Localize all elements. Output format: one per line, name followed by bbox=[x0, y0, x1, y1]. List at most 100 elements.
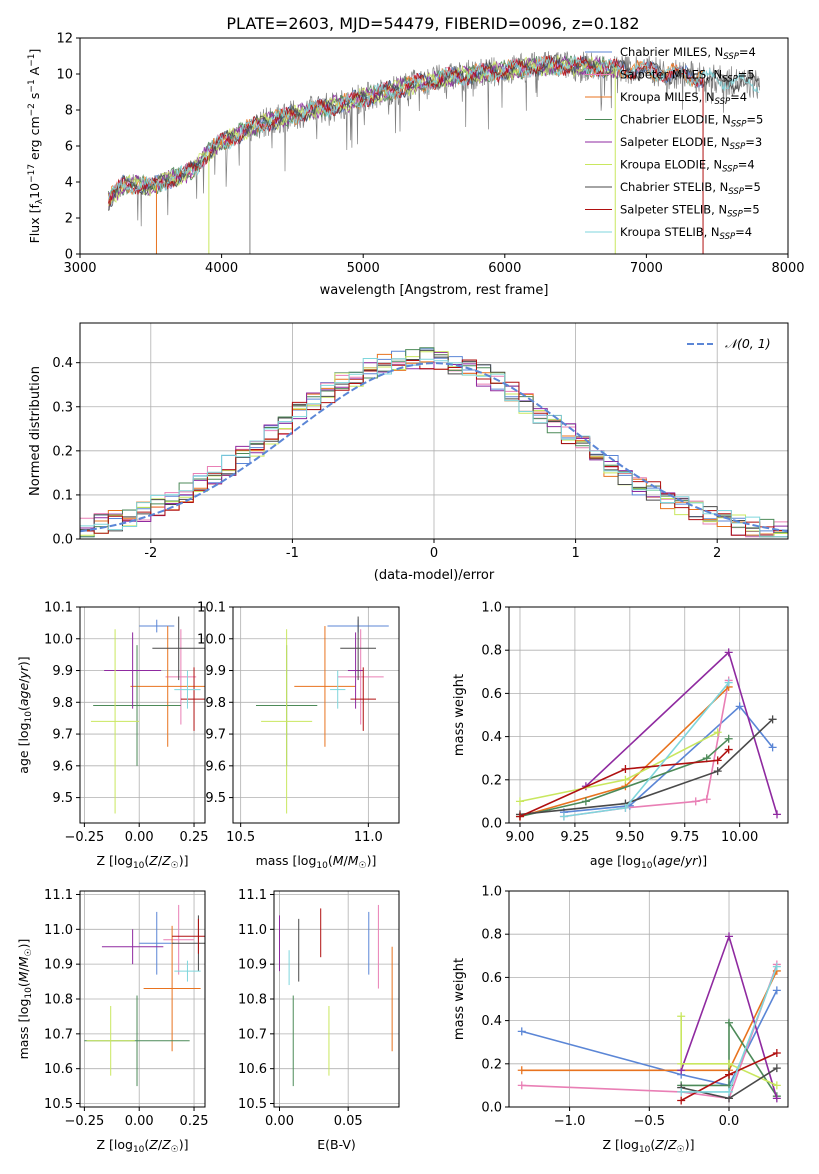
y-tick-label: 0.4 bbox=[52, 356, 73, 371]
legend-entry-label: Kroupa ELODIE, NSSP=4 bbox=[620, 158, 755, 175]
axis-frame bbox=[232, 606, 400, 824]
y-tick-label: 10.0 bbox=[44, 632, 73, 647]
x-tick-label: 9.25 bbox=[560, 830, 589, 845]
spectrum-legend: Chabrier MILES, NSSP=4 Salpeter MILES, NS… bbox=[585, 45, 763, 242]
axes-massweight-vs-z: −1.0 −0.5 0.0 0.0 0.2 0.4 0.6 0.8 1.0 Z [log10(Z/… bbox=[452, 885, 789, 1155]
grid-lines bbox=[233, 606, 399, 823]
y-tick-label: 9.9 bbox=[205, 664, 226, 679]
axes-age-vs-mass: 10.5 11.0 9.5 9.6 9.7 9.8 9.9 10.0 10.1 mass [log… bbox=[197, 601, 400, 871]
y-tick-label: 10.1 bbox=[197, 601, 226, 616]
grid-lines bbox=[509, 890, 788, 1108]
plot-area bbox=[255, 616, 389, 814]
series-point-marker bbox=[772, 1081, 781, 1090]
errorbar-kroupa-elodie bbox=[86, 1005, 135, 1076]
y-axis-label: mass [log10(M/M☉)] bbox=[16, 939, 34, 1060]
model-spectrum-salpeter-stelib bbox=[107, 55, 704, 206]
observed-spectrum-line bbox=[107, 51, 761, 227]
series-point-marker bbox=[713, 728, 722, 737]
series-line bbox=[681, 1020, 778, 1097]
y-tick-label: 10.8 bbox=[238, 993, 267, 1008]
series-point-marker bbox=[517, 1066, 526, 1075]
legend-entry-label: Salpeter STELIB, NSSP=5 bbox=[620, 203, 760, 220]
plot-area bbox=[90, 616, 205, 814]
series-point-marker bbox=[773, 810, 782, 819]
x-tick-label: 0.25 bbox=[180, 830, 209, 845]
y-tick-label: 10.9 bbox=[44, 958, 73, 973]
x-tick-label: 11.0 bbox=[354, 830, 383, 845]
series-point-marker bbox=[713, 756, 722, 765]
x-axis-label: mass [log10(M/M☉)] bbox=[256, 853, 377, 871]
errorbar-salpeter-miles bbox=[337, 629, 384, 725]
figure-title: PLATE=2603, MJD=54479, FIBERID=0096, z=0… bbox=[226, 14, 639, 33]
y-tick-label: 11.0 bbox=[238, 923, 267, 938]
y-tick-label: 0.8 bbox=[481, 644, 502, 659]
series-point-marker bbox=[677, 1096, 686, 1105]
legend-entry-label: Kroupa MILES, NSSP=4 bbox=[620, 90, 747, 107]
x-axis-label: wavelength [Angstrom, rest frame] bbox=[320, 283, 549, 298]
series-point-marker bbox=[621, 803, 630, 812]
x-tick-label: -1 bbox=[286, 546, 299, 561]
y-tick-label: 11.0 bbox=[44, 923, 73, 938]
series-point-marker bbox=[772, 1094, 781, 1103]
y-tick-label: 10.0 bbox=[197, 632, 226, 647]
ticks: 3000 4000 5000 6000 7000 8000 0 2 4 6 8 10 12 bbox=[56, 32, 804, 277]
ticks: −0.25 0.00 0.25 9.5 9.6 9.7 9.8 9.9 10.0 10.1 bbox=[44, 601, 208, 846]
series-line bbox=[563, 705, 774, 813]
x-tick-label: 10.5 bbox=[226, 830, 255, 845]
y-tick-label: 12 bbox=[56, 32, 73, 47]
y-axis-label: mass weight bbox=[452, 674, 467, 756]
axes-residuals: -2 -1 0 1 2 0.0 0.1 0.2 0.3 0.4 (data-model)/error… bbox=[28, 322, 789, 583]
errorbar-kroupa-elodie bbox=[90, 629, 140, 814]
x-tick-label: −0.25 bbox=[64, 830, 104, 845]
x-tick-label: 9.75 bbox=[670, 830, 699, 845]
y-axis-label: Normed distribution bbox=[28, 366, 43, 496]
y-tick-label: 0 bbox=[65, 248, 73, 263]
x-axis-label: Z [log10(Z/Z☉)] bbox=[96, 853, 188, 871]
y-tick-label: 1.0 bbox=[481, 885, 502, 900]
series-point-marker bbox=[768, 715, 777, 724]
y-axis-label: Flux [fλ10−17 erg cm−2 s−1 A−1] bbox=[27, 49, 45, 244]
series-kroupa-stelib bbox=[559, 678, 733, 821]
x-tick-label: 5000 bbox=[347, 261, 380, 276]
series-point-marker bbox=[725, 1070, 734, 1079]
series-line bbox=[519, 731, 719, 803]
axis-frame bbox=[508, 890, 789, 1108]
x-tick-label: 0.00 bbox=[125, 830, 154, 845]
y-tick-label: 9.7 bbox=[52, 728, 73, 743]
series-kroupa-stelib bbox=[677, 962, 781, 1096]
y-tick-label: 2 bbox=[65, 212, 73, 227]
errorbar-salpeter-stelib bbox=[172, 918, 205, 954]
ticks: 0.00 0.05 10.5 10.6 10.7 10.8 10.9 11.0 11.1 bbox=[238, 888, 363, 1129]
x-tick-label: 1 bbox=[571, 546, 579, 561]
y-tick-label: 0.8 bbox=[481, 928, 502, 943]
y-tick-label: 0.6 bbox=[481, 687, 502, 702]
series-point-marker bbox=[621, 775, 630, 784]
legend-entry-label: Salpeter MILES, NSSP=5 bbox=[620, 68, 755, 85]
y-tick-label: 10.7 bbox=[238, 1027, 267, 1042]
x-tick-label: −0.25 bbox=[64, 1114, 104, 1129]
y-tick-label: 9.7 bbox=[205, 728, 226, 743]
y-tick-label: 10.6 bbox=[44, 1062, 73, 1077]
series-point-marker bbox=[713, 767, 722, 776]
x-tick-label: 10.00 bbox=[721, 830, 758, 845]
y-tick-label: 8 bbox=[65, 104, 73, 119]
series-line bbox=[680, 1016, 778, 1087]
series-line bbox=[519, 749, 730, 818]
legend-entry-label: Chabrier STELIB, NSSP=5 bbox=[620, 180, 761, 197]
series-salpeter-stelib bbox=[515, 745, 733, 821]
series-point-marker bbox=[725, 1018, 734, 1027]
y-tick-label: 11.1 bbox=[238, 888, 267, 903]
histogram-legend: 𝒩(0, 1) bbox=[687, 336, 771, 351]
series-point-marker bbox=[735, 702, 744, 711]
series-point-marker bbox=[772, 986, 781, 995]
model-spectrum-chabrier-elodie bbox=[107, 55, 619, 197]
ticks: 9.00 9.25 9.50 9.75 10.00 0.0 0.2 0.4 0.6 0.8 1.0 bbox=[481, 601, 758, 846]
plot-area bbox=[80, 347, 788, 539]
y-tick-label: 0.2 bbox=[52, 444, 73, 459]
ticks: 10.5 11.0 9.5 9.6 9.7 9.8 9.9 10.0 10.1 bbox=[197, 601, 383, 846]
y-tick-label: 9.6 bbox=[205, 759, 226, 774]
series-point-marker bbox=[724, 678, 733, 687]
x-tick-label: -2 bbox=[144, 546, 157, 561]
errorbar-chabrier-miles bbox=[139, 911, 175, 975]
errorbar-kroupa-miles bbox=[130, 626, 205, 747]
